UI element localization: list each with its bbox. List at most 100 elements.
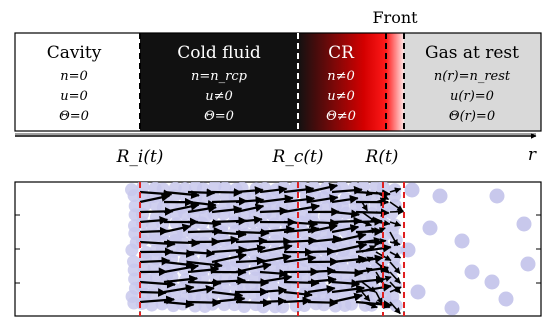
velocity-arrow xyxy=(211,294,246,304)
velocity-arrow xyxy=(307,194,339,204)
velocity-arrow xyxy=(283,185,315,194)
velocity-arrow xyxy=(361,281,377,293)
bottom-panel xyxy=(14,181,542,317)
velocity-arrow xyxy=(361,201,369,212)
velocity-arrow xyxy=(375,209,388,216)
velocity-arrow xyxy=(361,236,381,244)
velocity-arrow xyxy=(235,203,265,214)
velocity-arrow xyxy=(283,225,320,234)
region-title-gas: Gas at rest xyxy=(425,43,519,63)
tick-label-rc: R_c(t) xyxy=(272,147,324,167)
gas-particle xyxy=(422,220,438,236)
velocity-arrow xyxy=(389,251,402,259)
velocity-arrow xyxy=(283,219,319,229)
particle xyxy=(125,243,139,257)
velocity-arrow xyxy=(283,254,317,264)
velocity-arrow xyxy=(389,301,401,315)
velocity-arrow xyxy=(389,187,402,194)
gas-particle xyxy=(516,216,532,232)
gas-particle xyxy=(410,284,426,300)
gas-particle xyxy=(400,242,416,258)
gas-particle xyxy=(520,256,536,272)
velocity-arrow xyxy=(283,296,312,306)
velocity-arrow xyxy=(235,228,270,238)
gas-particle xyxy=(484,274,500,290)
velocity-arrow xyxy=(361,245,377,253)
gas-at-rest-region xyxy=(404,33,541,131)
velocity-arrow xyxy=(307,234,342,244)
velocity-arrow xyxy=(163,284,195,294)
cavity-region xyxy=(15,33,140,131)
velocity-arrow xyxy=(235,298,272,308)
velocity-arrow xyxy=(307,247,336,256)
velocity-arrow xyxy=(187,188,216,198)
velocity-arrow xyxy=(259,185,288,195)
velocity-arrow xyxy=(331,241,368,254)
velocity-arrow xyxy=(389,208,405,215)
particle xyxy=(317,298,331,312)
cr-line-1: n≠0 xyxy=(327,69,355,84)
front-fade xyxy=(386,33,406,131)
velocity-arrow xyxy=(331,194,359,204)
velocity-arrow xyxy=(139,295,175,305)
gas-line-3: Θ(r)=0 xyxy=(449,109,495,124)
velocity-arrow xyxy=(283,278,320,288)
velocity-arrow xyxy=(361,227,378,234)
gas-line-2: u(r)=0 xyxy=(450,89,494,104)
velocity-arrow xyxy=(163,190,200,199)
velocity-arrow xyxy=(331,209,361,219)
particle xyxy=(289,252,303,266)
tick-label-r: R(t) xyxy=(365,147,399,167)
velocity-arrow xyxy=(187,219,222,228)
velocity-arrow xyxy=(139,288,167,297)
velocity-arrow xyxy=(139,279,176,289)
cold-line-1: n=n_rcp xyxy=(191,69,248,84)
top-panel: Cavity Cold fluid CR Gas at rest n=0 u=0… xyxy=(14,32,542,132)
particle xyxy=(296,225,310,239)
velocity-arrow xyxy=(361,267,373,274)
velocity-arrow xyxy=(355,283,392,294)
velocity-arrow xyxy=(307,223,338,234)
velocity-arrow xyxy=(139,256,171,266)
velocity-arrow xyxy=(389,271,401,284)
velocity-arrow xyxy=(235,256,266,266)
velocity-arrow xyxy=(331,254,368,264)
velocity-arrow xyxy=(389,286,402,293)
velocity-arrow xyxy=(139,215,169,225)
velocity-arrow xyxy=(187,284,215,294)
region-title-cavity: Cavity xyxy=(47,43,102,63)
velocity-arrow xyxy=(235,215,263,225)
velocity-arrow xyxy=(235,196,265,205)
velocity-arrow xyxy=(307,275,337,285)
velocity-arrow xyxy=(163,223,192,234)
particle xyxy=(127,189,141,203)
gas-particle xyxy=(464,264,480,280)
velocity-arrow xyxy=(331,284,366,294)
velocity-arrow xyxy=(139,193,171,204)
velocity-arrow xyxy=(163,249,195,258)
velocity-arrow xyxy=(187,248,216,258)
tick-label-ri: R_i(t) xyxy=(116,147,164,167)
velocity-arrow xyxy=(163,299,195,309)
velocity-arrow xyxy=(187,260,223,270)
velocity-arrow xyxy=(389,220,402,227)
velocity-arrow xyxy=(187,265,220,275)
front-label: Front xyxy=(372,8,418,27)
gas-particle xyxy=(432,188,448,204)
velocity-arrow xyxy=(163,260,195,269)
velocity-arrow xyxy=(361,301,378,309)
velocity-arrow xyxy=(331,279,361,288)
velocity-arrow xyxy=(235,261,272,274)
velocity-arrow xyxy=(163,262,200,274)
axis-label-r: r xyxy=(528,145,537,165)
cavity-line-2: u=0 xyxy=(60,89,88,104)
velocity-arrow xyxy=(331,292,364,304)
velocity-arrow xyxy=(259,286,288,295)
velocity-arrow xyxy=(259,253,292,264)
cr-line-3: Θ≠0 xyxy=(326,109,356,124)
r-axis: R_i(t) R_c(t) R(t) r xyxy=(15,133,537,167)
cold-fluid-region xyxy=(140,33,298,131)
velocity-arrow xyxy=(375,238,387,245)
velocity-arrow xyxy=(259,206,289,216)
